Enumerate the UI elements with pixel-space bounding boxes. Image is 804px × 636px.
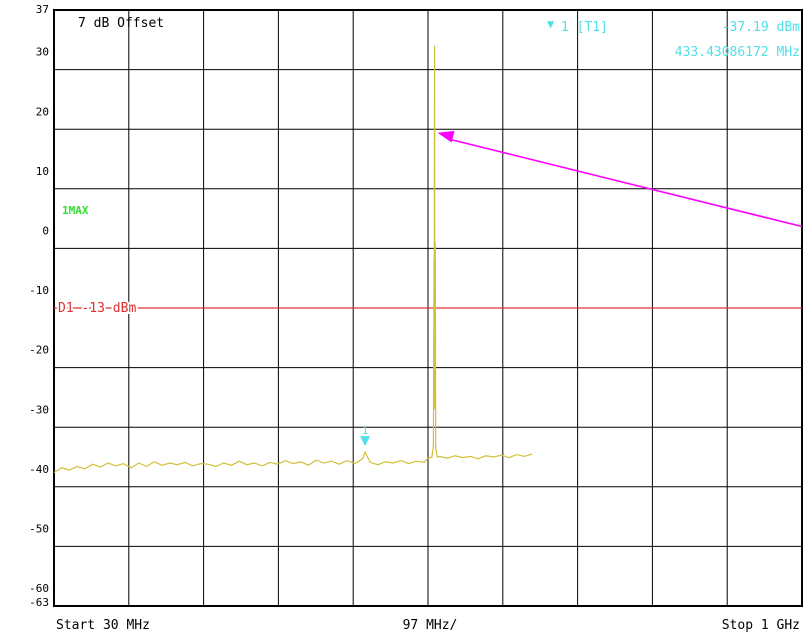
marker-1-triangle [360, 436, 371, 447]
marker-level-readout: -37.19 dBm [722, 20, 800, 35]
marker-header-symbol: ▼ [547, 17, 555, 31]
y-tick-label: -63 [29, 596, 49, 609]
y-tick-label: -20 [29, 344, 49, 357]
footer-start-frequency: Start 30 MHz [56, 618, 150, 633]
display-line-label: D1 -13 dBm [58, 301, 136, 316]
y-tick-label: 30 [36, 46, 49, 59]
trace-line [53, 45, 533, 474]
footer-span-per-division: 97 MHz/ [403, 618, 458, 633]
y-tick-label: 0 [42, 225, 49, 238]
marker-frequency-readout: 433.43086172 MHz [675, 45, 800, 60]
y-tick-label: 20 [36, 105, 49, 118]
y-tick-label: -60 [29, 582, 49, 595]
footer-stop-frequency: Stop 1 GHz [722, 618, 800, 633]
y-tick-label: 10 [36, 165, 49, 178]
marker-header-label: 1 [T1] [561, 20, 608, 35]
y-tick-label: -50 [29, 523, 49, 536]
annotation-arrow-head [437, 130, 455, 143]
y-tick-label: -40 [29, 463, 49, 476]
trace-label: 1MAX [62, 204, 89, 217]
y-axis-tick-labels: 37 30 20 10 0 -10 -20 -30 -40 -50 -60-63 [29, 3, 49, 609]
annotation-arrow [447, 137, 803, 228]
y-tick-label: 37 [36, 3, 49, 16]
offset-label: 7 dB Offset [78, 16, 164, 31]
marker-1-label: 1 [362, 424, 369, 437]
y-tick-label: -10 [29, 284, 49, 297]
y-tick-label: -30 [29, 403, 49, 416]
